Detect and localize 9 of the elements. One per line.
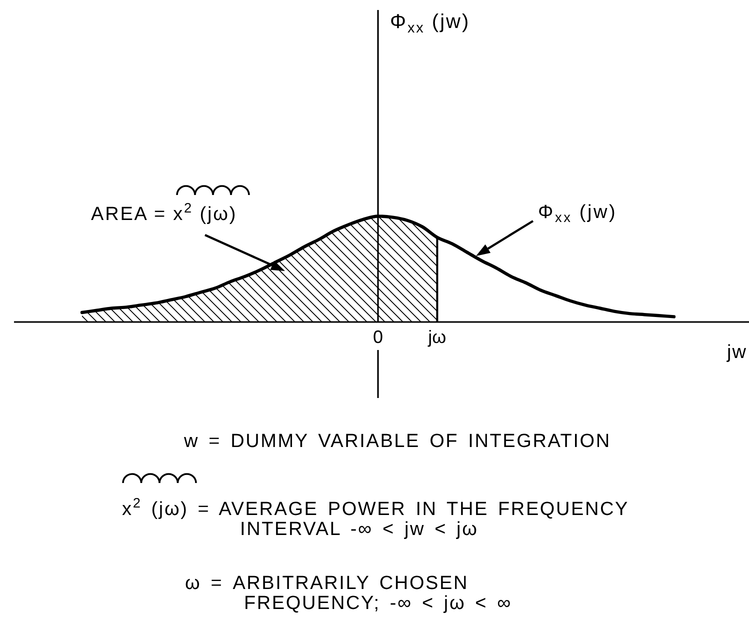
annotation: AREA = x$^{2}$ (jω) [91, 200, 238, 225]
text: Φ$_{xx}$ (jw) [390, 11, 470, 36]
x-tick-label: 0 [372, 326, 384, 347]
text: ω = ARBITRARILY CHOSEN FREQUENCY; -∞ < jω < ∞ [185, 573, 513, 614]
x-axis-title: jw [727, 342, 747, 364]
text: w = DUMMY VARIABLE OF INTEGRATION [184, 431, 611, 452]
annotation: Φ$_{xx}$ (jw) [538, 202, 618, 226]
text: x$^{2}$ (jω) = AVERAGE POWER IN THE FREQUENCY INTERVAL -∞ < jw < jω [122, 495, 630, 540]
x-tick-label: jω [427, 326, 446, 347]
